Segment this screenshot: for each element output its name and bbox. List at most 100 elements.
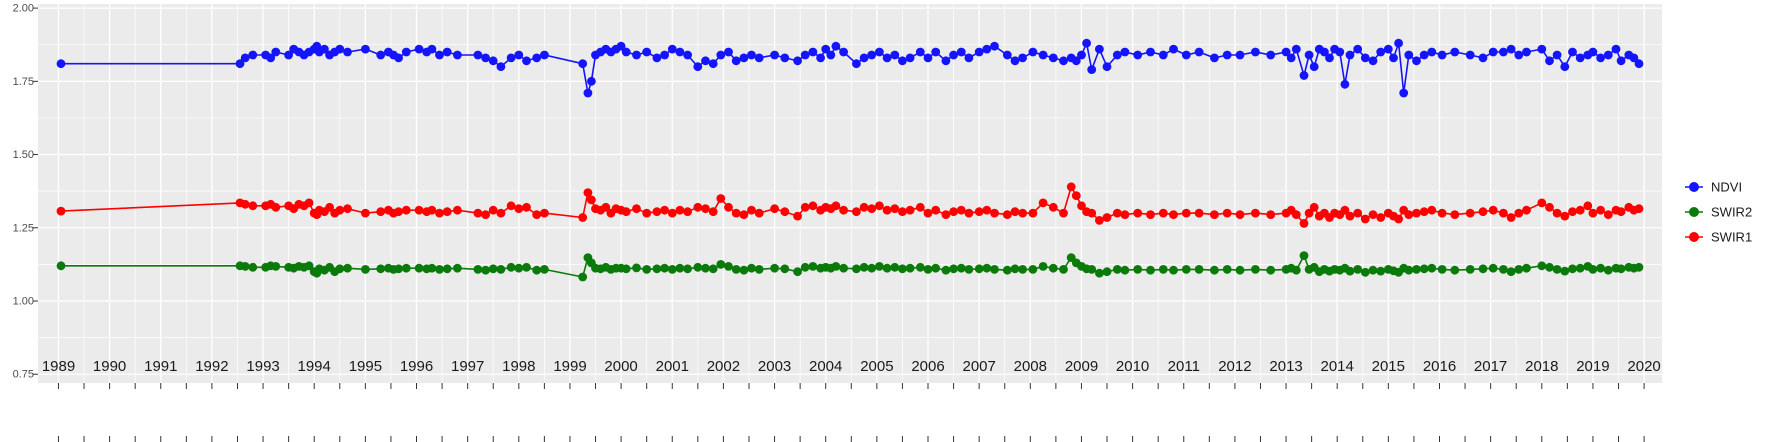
x-tick-label: 2010 [1116, 358, 1149, 375]
data-point [1133, 265, 1143, 274]
legend-item-ndvi: NDVI [1685, 180, 1742, 195]
data-point [1158, 265, 1168, 274]
data-point [1291, 265, 1301, 275]
data-point [1291, 44, 1301, 54]
data-point [1299, 219, 1309, 228]
data-point [1506, 213, 1516, 222]
x-tick-label: 2007 [963, 358, 996, 375]
data-point [808, 47, 818, 57]
legend-item-swir1: SWIR1 [1685, 230, 1752, 245]
data-point [731, 208, 741, 218]
x-tick-label: 2004 [809, 358, 842, 375]
x-tick-label: 2005 [860, 358, 893, 375]
data-point [1251, 208, 1260, 218]
data-point [852, 59, 861, 69]
data-point [522, 202, 531, 212]
x-tick-label: 2018 [1525, 358, 1558, 375]
data-point [1194, 208, 1204, 218]
data-point [731, 265, 741, 274]
data-point [427, 44, 437, 54]
data-point [506, 262, 516, 272]
data-point [1146, 47, 1155, 57]
data-point [1634, 59, 1644, 69]
legend-key-point [1689, 232, 1699, 242]
data-point [1102, 267, 1112, 277]
data-point [839, 263, 848, 273]
data-point [642, 47, 652, 57]
data-point [882, 53, 892, 63]
data-point [1552, 265, 1562, 274]
data-point [990, 41, 999, 51]
series-swir2 [56, 251, 1644, 282]
data-point [1588, 208, 1598, 218]
data-point [1399, 88, 1409, 98]
data-point [1210, 210, 1219, 220]
data-point [453, 50, 462, 60]
data-point [1488, 205, 1498, 215]
data-point [724, 262, 733, 271]
data-point [427, 263, 437, 273]
data-point [859, 262, 869, 272]
legend-key-point [1689, 207, 1699, 217]
data-point [821, 44, 831, 54]
data-point [890, 50, 900, 60]
minor-gridlines [38, 4, 1662, 383]
data-point [1427, 205, 1437, 215]
data-point [56, 206, 66, 216]
data-point [898, 207, 907, 217]
data-point [964, 265, 974, 274]
x-tick-label: 2014 [1321, 358, 1354, 375]
data-point [754, 53, 764, 63]
data-point [890, 262, 900, 272]
data-point [652, 53, 662, 63]
data-point [974, 264, 984, 274]
data-point [284, 50, 293, 60]
data-point [808, 201, 818, 211]
data-point [882, 205, 892, 215]
data-point [1499, 265, 1508, 274]
data-point [616, 41, 626, 51]
data-point [1002, 210, 1012, 220]
data-point [1575, 205, 1585, 215]
data-point [660, 205, 669, 215]
data-point [1465, 208, 1475, 218]
data-point [532, 53, 542, 63]
data-point [1404, 265, 1414, 275]
data-point [481, 210, 490, 220]
x-tick-label: 2008 [1014, 358, 1047, 375]
data-point [1394, 38, 1403, 48]
data-point [1603, 265, 1613, 275]
x-tick-label: 1992 [195, 358, 228, 375]
data-point [1235, 265, 1245, 275]
data-point [1095, 44, 1104, 54]
data-point [532, 210, 542, 220]
data-point [1450, 265, 1460, 275]
data-point [522, 262, 531, 272]
data-point [1499, 208, 1508, 218]
data-point [1552, 208, 1562, 218]
data-point [701, 204, 710, 214]
data-point [1304, 50, 1314, 60]
data-point [931, 263, 941, 273]
data-point [488, 264, 498, 274]
data-point [739, 210, 749, 220]
legend-label: NDVI [1711, 180, 1742, 195]
data-point [1522, 205, 1531, 215]
data-point [1102, 213, 1112, 222]
data-point [1235, 210, 1245, 220]
data-point [522, 56, 531, 66]
data-point [514, 263, 524, 273]
data-point [1028, 47, 1038, 57]
data-point [414, 263, 424, 273]
data-point [898, 264, 907, 274]
data-point [1222, 50, 1232, 60]
data-point [1368, 210, 1378, 220]
x-tick-label: 2000 [604, 358, 637, 375]
data-point [1048, 53, 1058, 63]
x-tick-label: 2017 [1474, 358, 1507, 375]
data-point [343, 263, 352, 273]
data-point [1304, 208, 1314, 218]
data-point [923, 208, 933, 218]
